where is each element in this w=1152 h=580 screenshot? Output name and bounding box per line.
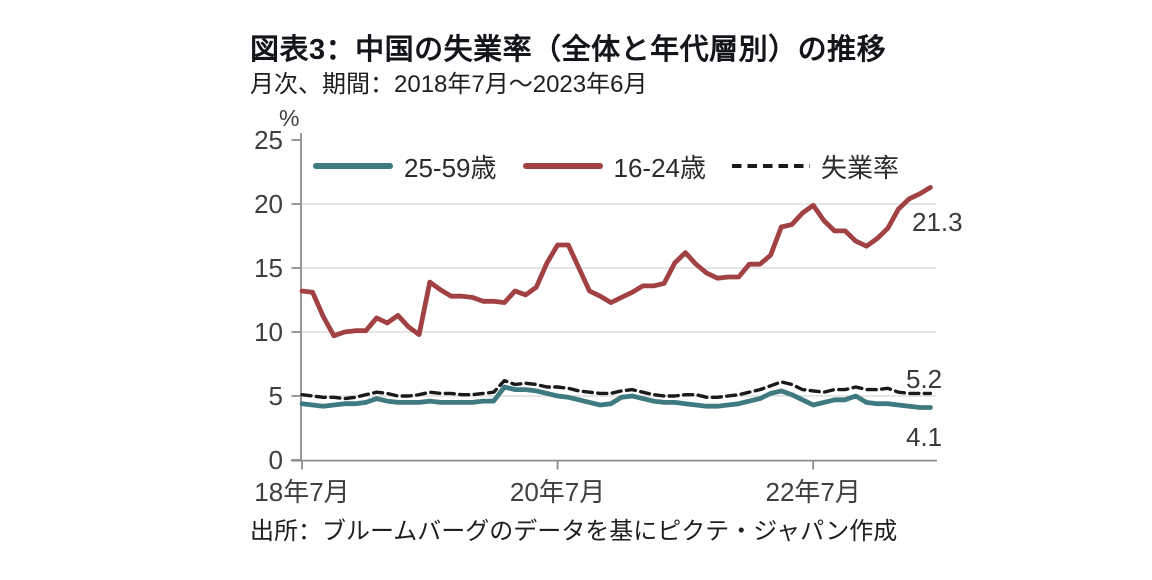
- data-label-unemployment-latest: 5.2: [906, 364, 943, 394]
- data-label-25-59-latest: 4.1: [906, 422, 943, 452]
- legend-swatch-25-59-line: [313, 163, 393, 169]
- legend-label-16-24: 16-24歳: [613, 152, 707, 183]
- y-tick-label-15: 15: [254, 253, 283, 283]
- y-tick-label-25: 25: [254, 125, 283, 155]
- chart-legend: 25-59歳 16-24歳 失業率: [313, 149, 899, 183]
- y-tick-label-10: 10: [254, 317, 283, 347]
- source-note: 出所：ブルームバーグのデータを基にピクテ・ジャパン作成: [250, 518, 898, 545]
- legend-item-25-59: 25-59歳: [313, 148, 497, 185]
- x-tick-label-24: 20年7月: [510, 477, 605, 507]
- legend-item-16-24: 16-24歳: [522, 148, 707, 185]
- x-tick-label-0: 18年7月: [254, 477, 349, 507]
- legend-swatch-16-24-line: [522, 163, 603, 169]
- y-tick-label-5: 5: [269, 381, 283, 411]
- legend-swatch-unemployment-dashed-line: [732, 164, 810, 168]
- data-label-16-24-latest: 21.3: [912, 207, 963, 237]
- y-axis-unit-label: %: [279, 105, 300, 131]
- y-tick-label-0: 0: [269, 445, 283, 475]
- line-25-59: [299, 384, 933, 410]
- line-unemployment-rate: [300, 378, 933, 401]
- legend-item-unemployment-rate: 失業率: [732, 148, 899, 185]
- chart-title: 図表3：中国の失業率（全体と年代層別）の推移: [250, 34, 887, 66]
- x-tick-label-48: 22年7月: [766, 477, 861, 507]
- chart-subtitle: 月次、期間：2018年7月～2023年6月: [250, 71, 648, 98]
- legend-label-unemployment-rate: 失業率: [821, 152, 900, 183]
- legend-label-25-59: 25-59歳: [404, 152, 497, 183]
- line-16-24: [299, 184, 933, 339]
- y-tick-label-20: 20: [254, 189, 283, 219]
